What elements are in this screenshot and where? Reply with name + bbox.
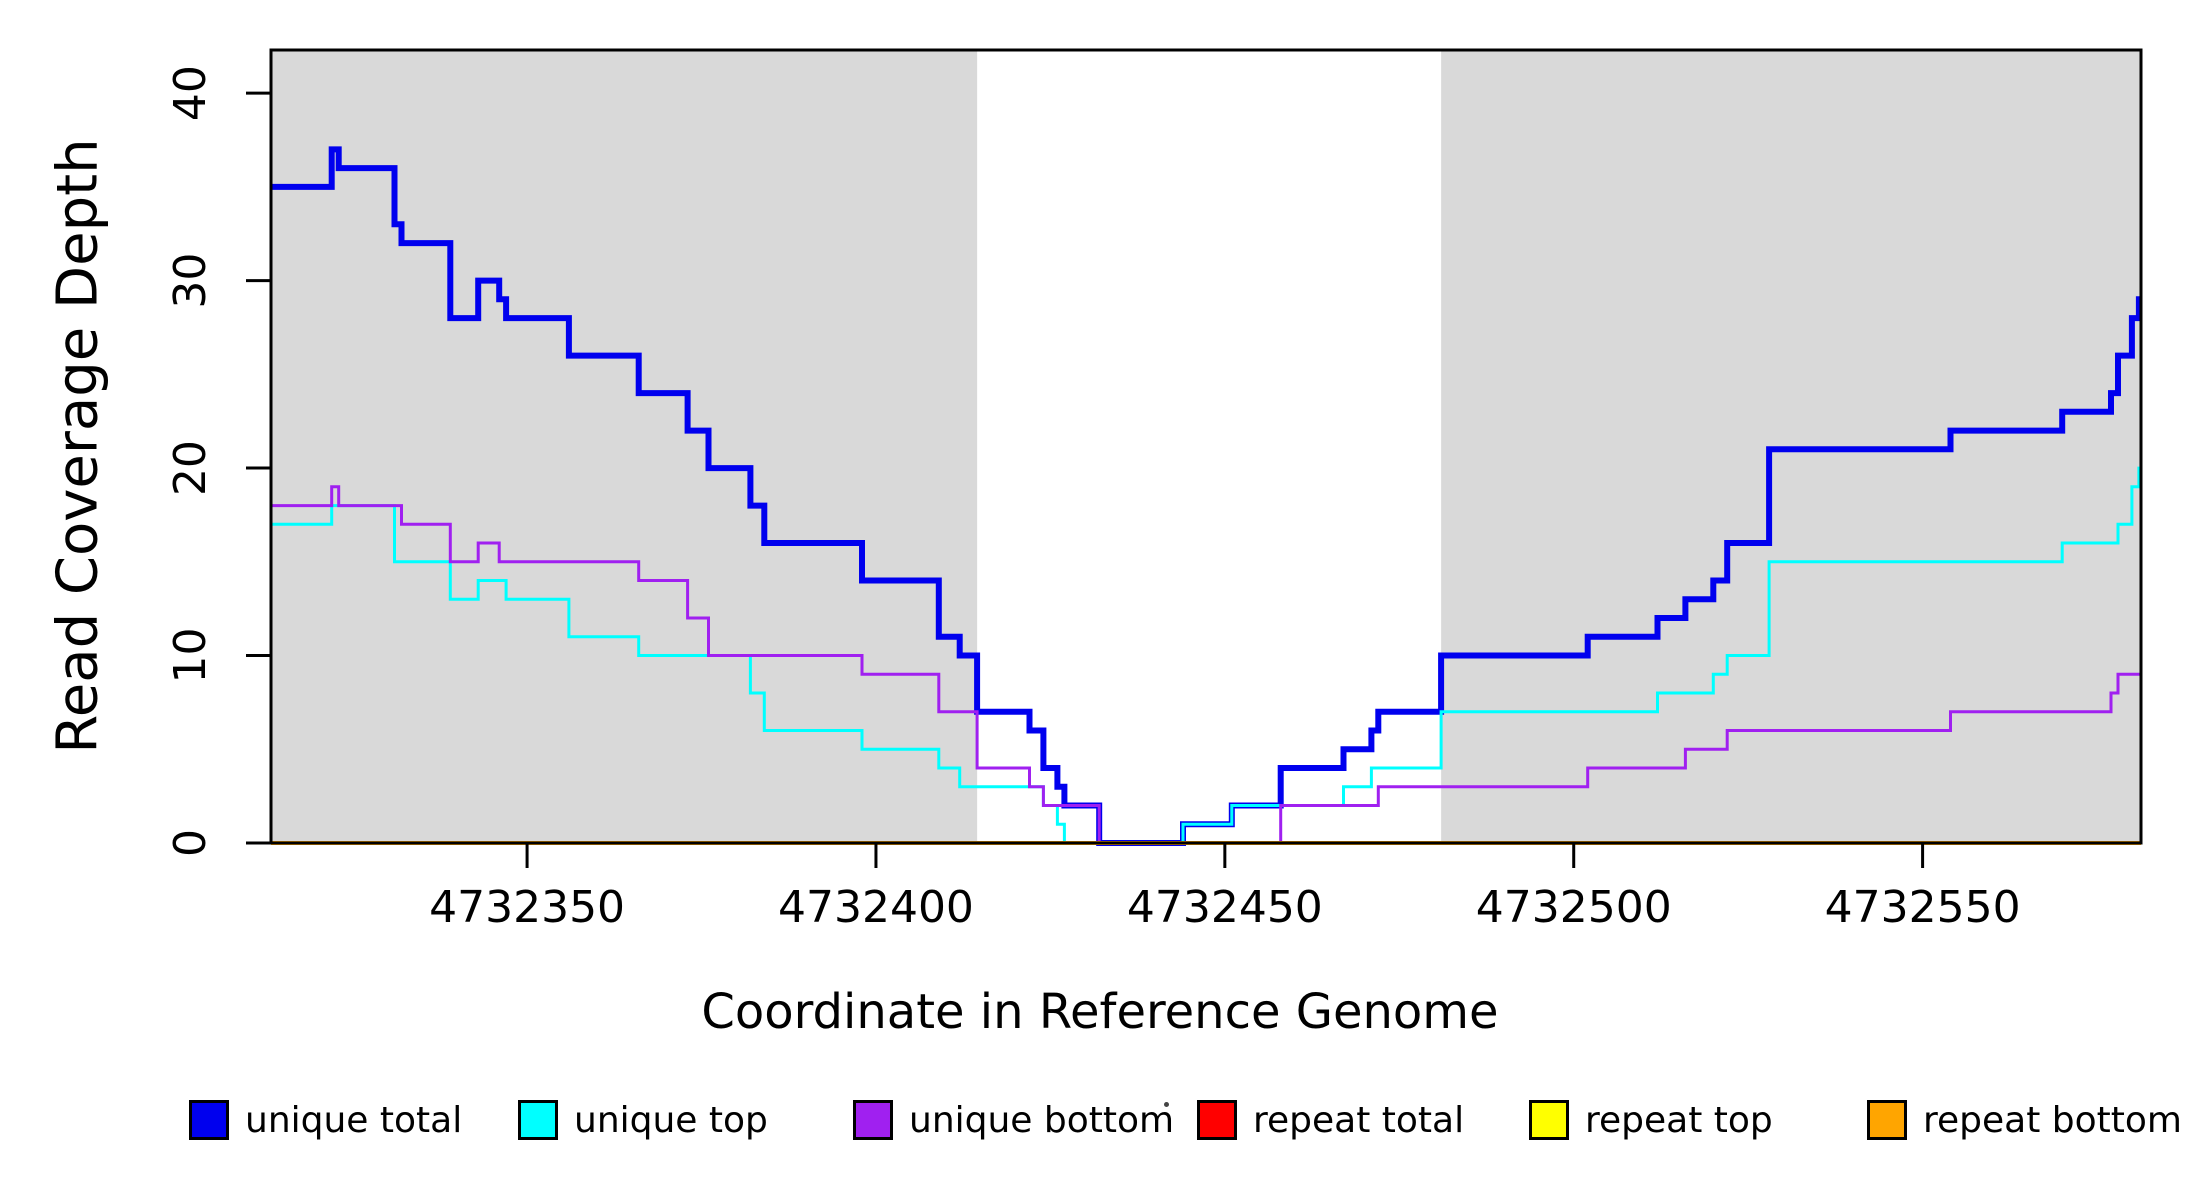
stray-mark-dot — [1164, 1102, 1169, 1107]
legend-label: repeat bottom — [1923, 1099, 2182, 1141]
legend-item-unique-top: unique top — [518, 1098, 768, 1142]
x-tick-label: 4732350 — [429, 882, 625, 933]
plot-border — [269, 48, 2143, 845]
y-tick-label: 40 — [165, 65, 216, 121]
legend-swatch-unique-bottom-icon — [853, 1100, 893, 1140]
legend: unique total unique top unique bottom re… — [0, 1098, 2200, 1150]
legend-swatch-unique-total-icon — [189, 1100, 229, 1140]
series-unique-bottom — [271, 485, 2141, 845]
legend-item-unique-bottom: unique bottom — [853, 1098, 1174, 1142]
x-tick-label: 4732450 — [1127, 882, 1323, 933]
x-tick-label: 4732550 — [1825, 882, 2021, 933]
x-tick-label: 4732400 — [778, 882, 974, 933]
shaded-region — [271, 50, 978, 843]
series-unique-total — [271, 146, 2142, 846]
legend-label: repeat top — [1585, 1099, 1773, 1141]
legend-swatch-unique-top-icon — [518, 1100, 558, 1140]
legend-label: unique top — [574, 1099, 768, 1141]
legend-label: unique total — [245, 1099, 463, 1141]
legend-swatch-repeat-bottom-icon — [1867, 1100, 1907, 1140]
legend-item-repeat-top: repeat top — [1529, 1098, 1773, 1142]
y-tick-label: 20 — [165, 440, 216, 496]
x-tick-label: 4732500 — [1476, 882, 1672, 933]
y-tick-label: 0 — [165, 829, 216, 857]
legend-item-repeat-total: repeat total — [1197, 1098, 1464, 1142]
y-tick-label: 30 — [165, 253, 216, 309]
y-tick-label: 10 — [165, 628, 216, 684]
series-unique-top — [271, 466, 2141, 845]
legend-label: unique bottom — [909, 1099, 1175, 1141]
y-axis-label: Read Coverage Depth — [45, 138, 111, 754]
legend-swatch-repeat-total-icon — [1197, 1100, 1237, 1140]
legend-swatch-repeat-top-icon — [1529, 1100, 1569, 1140]
legend-item-unique-total: unique total — [189, 1098, 462, 1142]
x-axis-title: Coordinate in Reference Genome — [701, 984, 1499, 1040]
legend-item-repeat-bottom: repeat bottom — [1867, 1098, 2182, 1142]
legend-label: repeat total — [1253, 1099, 1465, 1141]
